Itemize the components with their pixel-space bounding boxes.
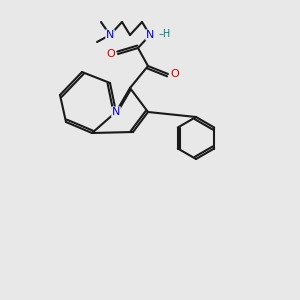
- Text: N: N: [146, 30, 154, 40]
- Text: N: N: [106, 30, 114, 40]
- Text: –H: –H: [159, 29, 171, 39]
- Text: O: O: [106, 49, 116, 59]
- Text: O: O: [171, 69, 179, 79]
- Text: N: N: [112, 107, 120, 117]
